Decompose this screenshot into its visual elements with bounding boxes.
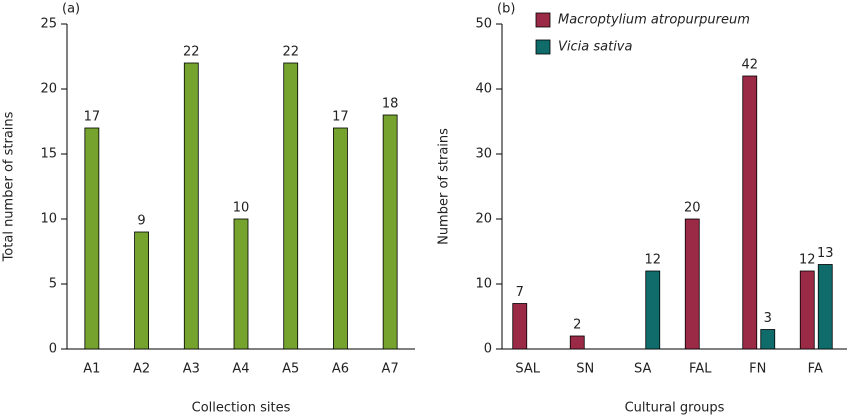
data-label: 9 [137, 214, 145, 229]
x-tick-label: A5 [282, 362, 299, 377]
legend-label: Macroptylium atropurpureum [558, 13, 750, 28]
panel-label: (b) [497, 2, 515, 17]
data-label: 12 [644, 253, 661, 268]
data-label: 2 [573, 318, 581, 333]
x-axis-label: Collection sites [192, 401, 291, 416]
x-axis-label: Cultural groups [625, 401, 725, 416]
x-tick-label: A2 [133, 362, 150, 377]
bar [569, 335, 585, 350]
data-label: 13 [817, 246, 834, 261]
legend-swatch [535, 12, 551, 28]
data-label: 7 [516, 285, 524, 300]
y-axis-label: Total number of strains [2, 111, 17, 262]
x-tick-label: A3 [183, 362, 200, 377]
data-label: 12 [799, 253, 816, 268]
panel-label: (a) [62, 2, 80, 17]
bar [817, 264, 833, 350]
y-tick-label: 5 [49, 277, 57, 292]
bar [84, 127, 100, 350]
legend-label: Vicia sativa [558, 40, 633, 55]
x-tick-label: SA [634, 362, 651, 377]
x-tick-label: FN [749, 362, 766, 377]
y-tick-label: 40 [475, 82, 492, 97]
data-label: 22 [183, 45, 200, 60]
data-label: 42 [741, 58, 758, 73]
y-tick-label: 10 [40, 212, 57, 227]
y-tick-label: 0 [484, 342, 492, 357]
bar [233, 218, 249, 350]
bar [799, 270, 815, 350]
data-label: 17 [332, 110, 349, 125]
bar [183, 62, 199, 350]
y-tick-label: 30 [475, 147, 492, 162]
data-label: 20 [684, 201, 701, 216]
y-axis-label: Number of strains [437, 128, 452, 245]
x-tick-label: A1 [83, 362, 100, 377]
data-label: 3 [764, 311, 772, 326]
x-tick-label: FAL [689, 362, 712, 377]
bar [742, 75, 758, 350]
y-tick-label: 0 [49, 342, 57, 357]
y-tick-label: 25 [40, 17, 57, 32]
data-label: 18 [382, 97, 399, 112]
data-label: 17 [84, 110, 101, 125]
x-tick-label: FA [808, 362, 823, 377]
bar [283, 62, 299, 350]
data-label: 22 [282, 45, 299, 60]
bar [512, 303, 528, 350]
bar [645, 270, 661, 350]
data-label: 10 [233, 201, 250, 216]
bar [333, 127, 348, 350]
bar [134, 231, 149, 350]
y-tick-label: 20 [40, 82, 57, 97]
x-tick-label: A4 [232, 362, 249, 377]
bar [382, 114, 398, 350]
x-tick-label: SAL [515, 362, 540, 377]
bar [684, 218, 700, 350]
y-tick-label: 50 [475, 17, 492, 32]
y-tick-label: 20 [475, 212, 492, 227]
legend-swatch [535, 39, 551, 55]
x-tick-label: A7 [382, 362, 399, 377]
x-tick-label: A6 [332, 362, 349, 377]
y-tick-label: 15 [40, 147, 57, 162]
y-tick-label: 10 [475, 277, 492, 292]
bar [760, 329, 776, 350]
x-tick-label: SN [576, 362, 594, 377]
